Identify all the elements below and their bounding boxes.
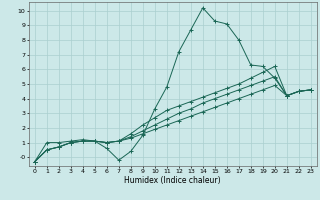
X-axis label: Humidex (Indice chaleur): Humidex (Indice chaleur) [124, 176, 221, 185]
